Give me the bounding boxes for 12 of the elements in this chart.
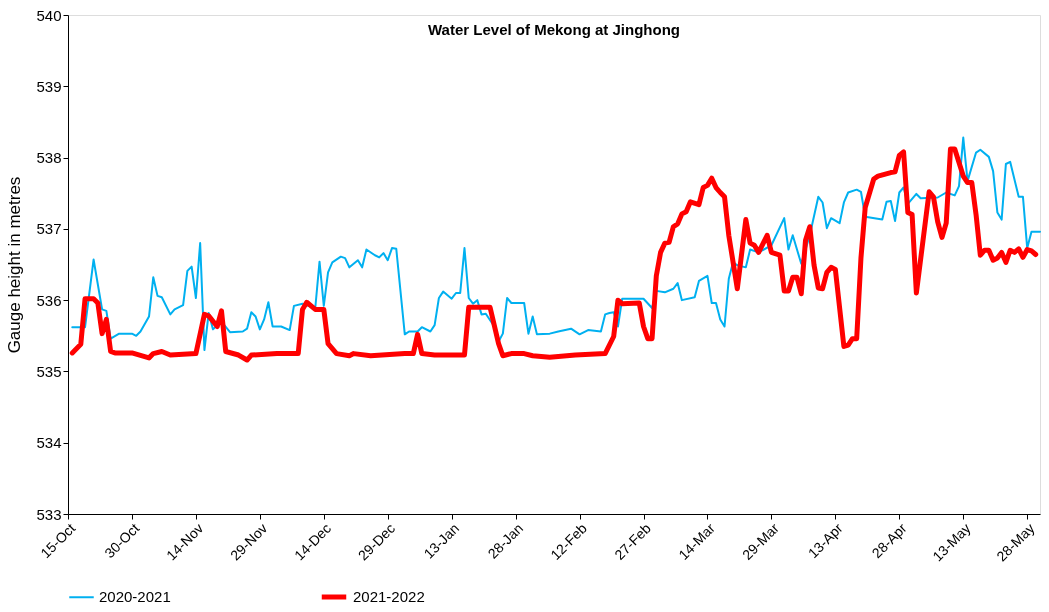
y-tick-label: 539 bbox=[36, 77, 62, 95]
y-tick-label: 536 bbox=[36, 291, 62, 309]
y-tick-label: 533 bbox=[36, 505, 62, 523]
y-tick-label: 535 bbox=[36, 362, 62, 380]
chart-title: Water Level of Mekong at Jinghong bbox=[428, 21, 680, 38]
y-tick-label: 540 bbox=[36, 6, 62, 24]
y-tick-label: 538 bbox=[36, 149, 62, 167]
legend-label: 2020-2021 bbox=[99, 588, 171, 606]
y-tick-label: 537 bbox=[36, 220, 62, 238]
y-axis-title: Gauge height in metres bbox=[5, 176, 25, 354]
y-tick-label: 534 bbox=[36, 434, 62, 452]
legend-label: 2021-2022 bbox=[353, 588, 425, 605]
